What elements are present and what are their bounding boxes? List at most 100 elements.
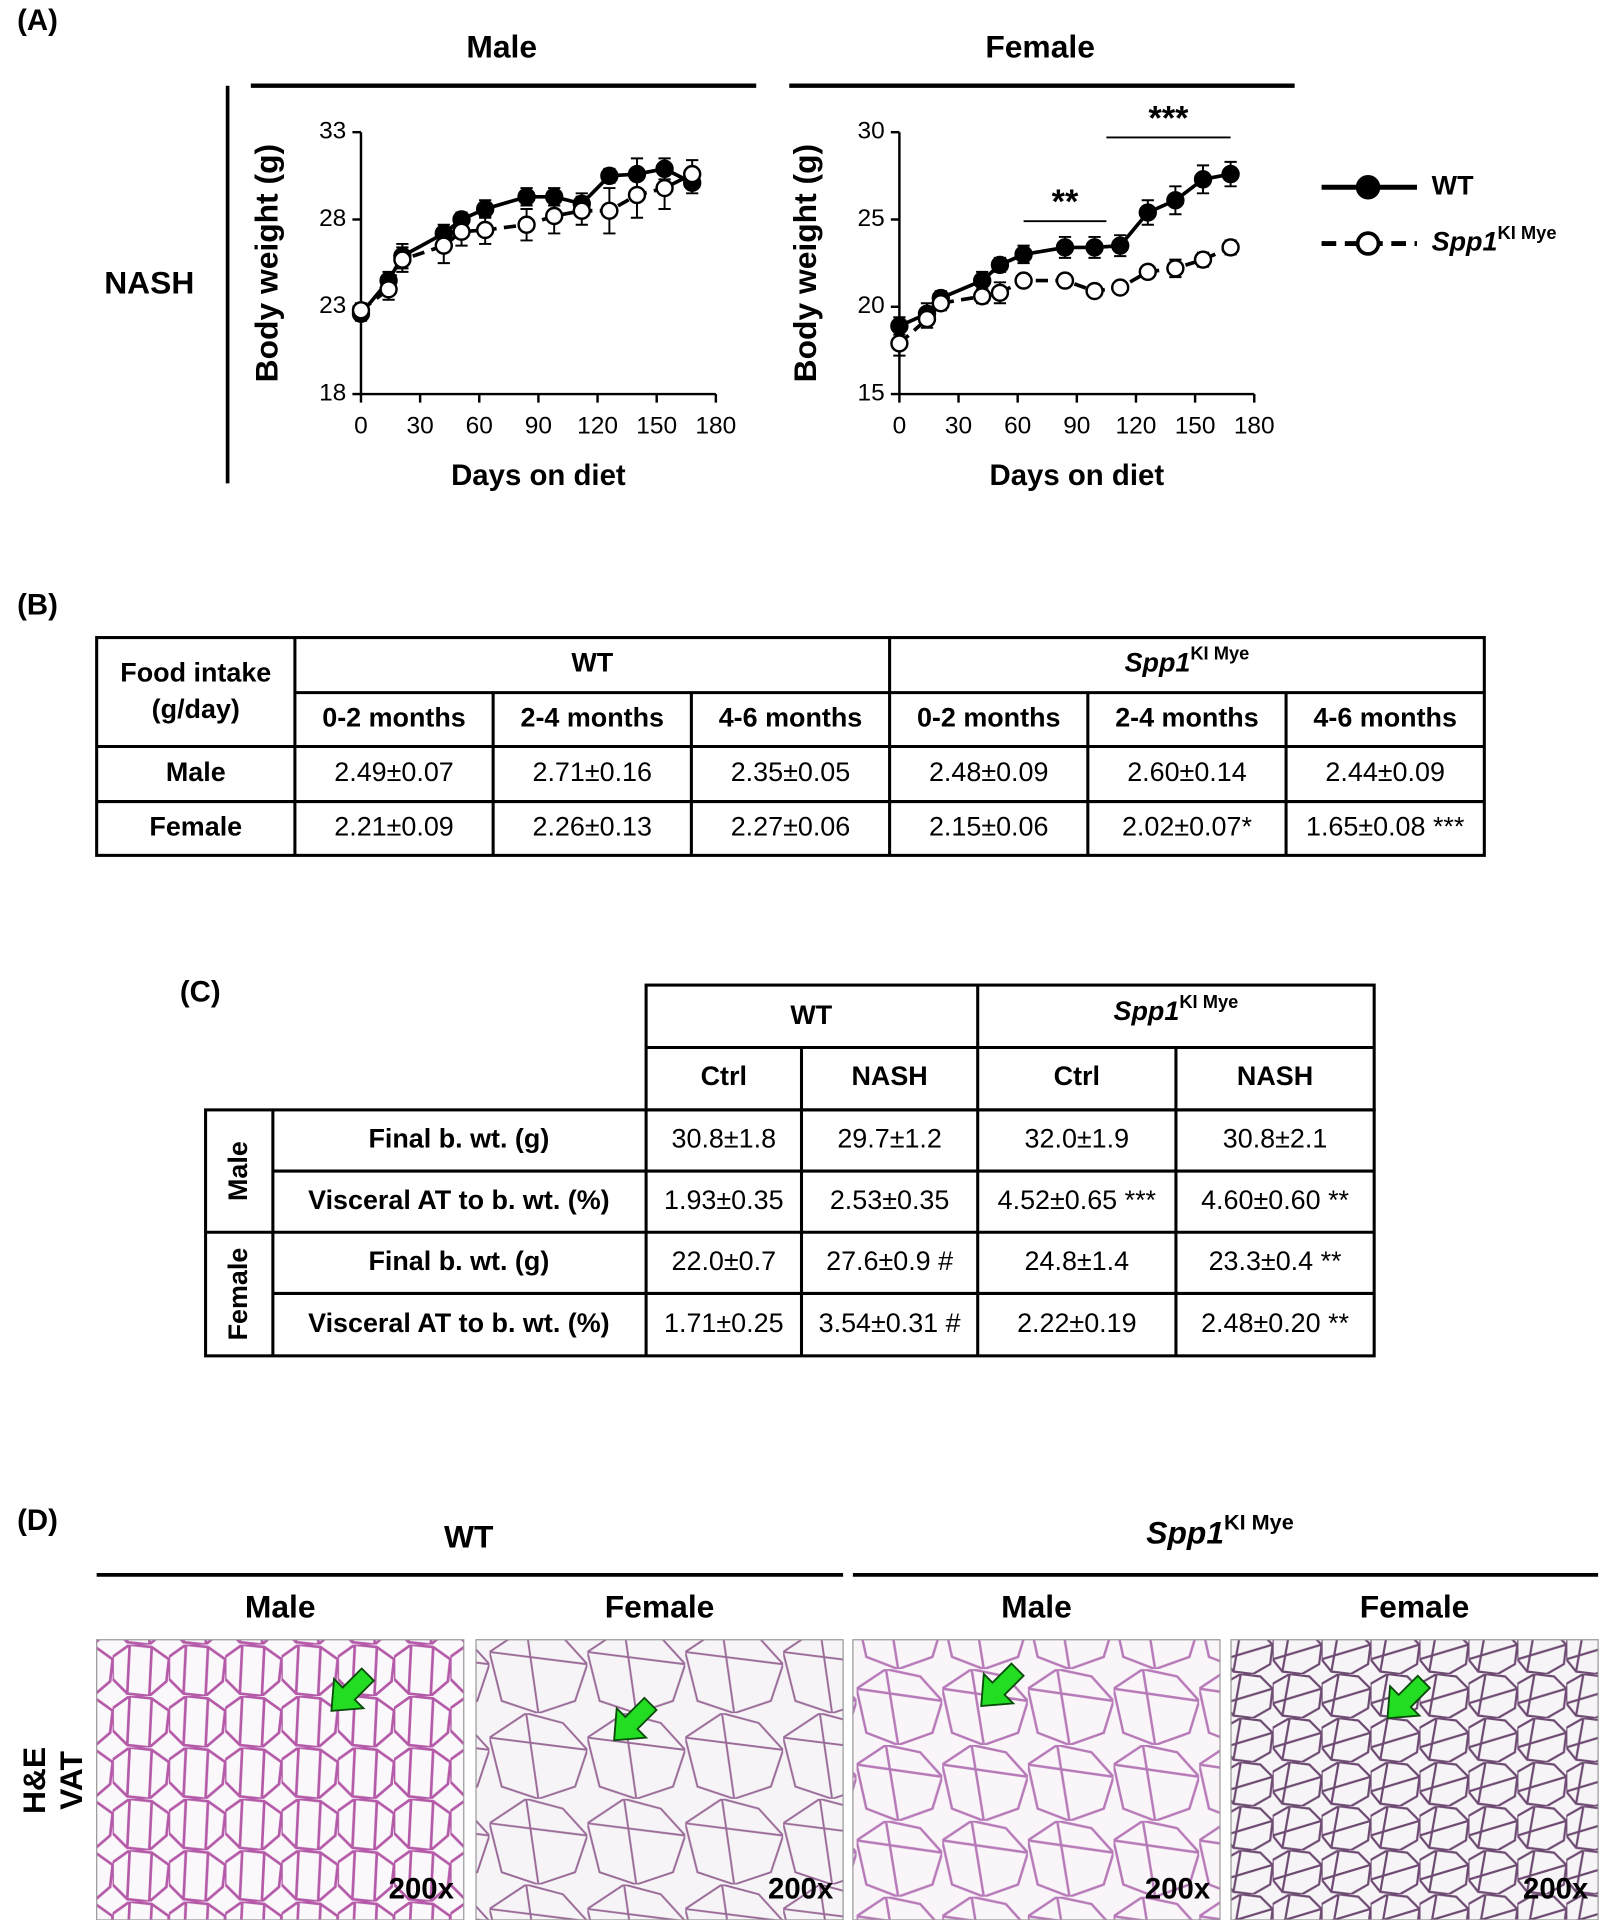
legend-marker: [1355, 231, 1381, 256]
marker: [476, 199, 495, 219]
table-cell: 1.93±0.35: [664, 1185, 784, 1215]
label-main: WT: [790, 1000, 832, 1030]
panel-label: (D): [17, 1504, 58, 1537]
label-main: WT: [571, 648, 613, 678]
marker: [627, 185, 647, 205]
y-tick-label: 23: [319, 292, 346, 319]
image-label: Female: [1360, 1589, 1470, 1625]
marker: [572, 201, 591, 220]
table-corner: Food intake: [120, 657, 271, 687]
marker: [931, 294, 950, 313]
row-header: Male: [166, 757, 226, 787]
table-cell: 4.52±0.65 ***: [998, 1185, 1157, 1215]
table-cell: 2.60±0.14: [1127, 757, 1247, 787]
x-tick-label: 0: [354, 413, 368, 440]
marker: [683, 164, 702, 184]
x-tick-label: 90: [525, 413, 552, 440]
table-corner: (g/day): [152, 694, 240, 724]
y-tick-label: 30: [857, 118, 884, 145]
column-header: NASH: [851, 1061, 927, 1091]
x-tick-label: 30: [407, 413, 434, 440]
legend-name: WT: [1432, 170, 1474, 200]
section-label: Female: [223, 1248, 253, 1341]
column-header: Ctrl: [1054, 1061, 1100, 1091]
table-cell: 2.48±0.20 **: [1201, 1308, 1349, 1338]
marker: [917, 309, 937, 329]
marker: [452, 222, 471, 241]
x-axis-label: Days on diet: [990, 459, 1165, 492]
group-label: WT: [790, 1000, 832, 1030]
group-label: Spp1KI Mye: [1146, 1509, 1293, 1551]
group-label: Spp1KI Mye: [1114, 991, 1239, 1027]
group-label: WT: [571, 648, 613, 678]
table-cell: 2.35±0.05: [731, 757, 851, 787]
marker: [600, 201, 619, 220]
image-label: Male: [245, 1589, 316, 1625]
legend-label: WT: [1432, 170, 1474, 200]
legend-superscript: KI Mye: [1497, 222, 1556, 243]
arrow: [980, 1662, 1025, 1707]
marker: [351, 301, 371, 320]
arrow: [1386, 1674, 1432, 1720]
marker: [973, 271, 992, 290]
marker: [1014, 245, 1033, 264]
table-cell: 2.21±0.09: [334, 812, 454, 842]
image-label: Female: [605, 1589, 715, 1625]
row-header: Final b. wt. (g): [368, 1124, 549, 1154]
label-main: Spp1: [1146, 1515, 1224, 1551]
legend-name: Spp1: [1432, 227, 1498, 257]
x-tick-label: 60: [466, 413, 493, 440]
arrow: [330, 1667, 376, 1712]
table-cell: 29.7±1.2: [837, 1124, 942, 1154]
marker: [990, 283, 1010, 302]
table-cell: 2.15±0.06: [929, 812, 1049, 842]
label-main: Spp1: [1125, 648, 1191, 678]
marker: [1055, 238, 1075, 257]
marker: [1166, 259, 1185, 278]
chart-title: Male: [466, 28, 537, 64]
row-label: NASH: [104, 265, 194, 301]
x-tick-label: 30: [945, 413, 972, 440]
label-superscript: KI Mye: [1179, 991, 1238, 1012]
table-cell: 1.65±0.08 ***: [1306, 812, 1465, 842]
legend-marker: [1355, 175, 1381, 200]
marker: [1055, 271, 1075, 290]
marker: [1166, 191, 1185, 210]
y-axis-label: Body weight (g): [787, 144, 823, 382]
marker: [393, 250, 412, 269]
histology-image: [852, 1639, 1221, 1921]
marker: [1193, 250, 1213, 269]
label-main: WT: [444, 1519, 494, 1555]
table-cell: 1.71±0.25: [664, 1308, 784, 1338]
row-header: Female: [149, 812, 242, 842]
image-label: Male: [1001, 1589, 1072, 1625]
y-axis-label: Body weight (g): [249, 144, 285, 382]
panel-label: (B): [17, 589, 58, 622]
marker: [1193, 170, 1213, 189]
marker: [545, 206, 564, 226]
column-header: 0-2 months: [917, 703, 1061, 733]
column-header: 2-4 months: [520, 703, 664, 733]
chart-title: Female: [985, 28, 1095, 64]
table-cell: 23.3±0.4 **: [1209, 1246, 1342, 1276]
marker: [1221, 238, 1240, 257]
marker: [1111, 236, 1130, 255]
x-tick-label: 0: [893, 413, 907, 440]
marker: [517, 215, 536, 234]
column-header: 4-6 months: [1313, 703, 1457, 733]
table-cell: 24.8±1.4: [1025, 1246, 1130, 1276]
arrow: [613, 1696, 658, 1742]
x-tick-label: 90: [1063, 413, 1090, 440]
y-tick-label: 20: [857, 292, 884, 319]
marker: [600, 166, 619, 186]
y-tick-label: 18: [319, 380, 346, 407]
x-tick-label: 120: [1116, 413, 1157, 440]
y-tick-label: 25: [857, 205, 884, 232]
magnification: 200x: [1523, 1872, 1589, 1905]
x-tick-label: 150: [1175, 413, 1216, 440]
row-label: VAT: [53, 1750, 89, 1809]
table-cell: 2.49±0.07: [334, 757, 454, 787]
marker: [1138, 262, 1157, 282]
table-cell: 30.8±1.8: [672, 1124, 777, 1154]
